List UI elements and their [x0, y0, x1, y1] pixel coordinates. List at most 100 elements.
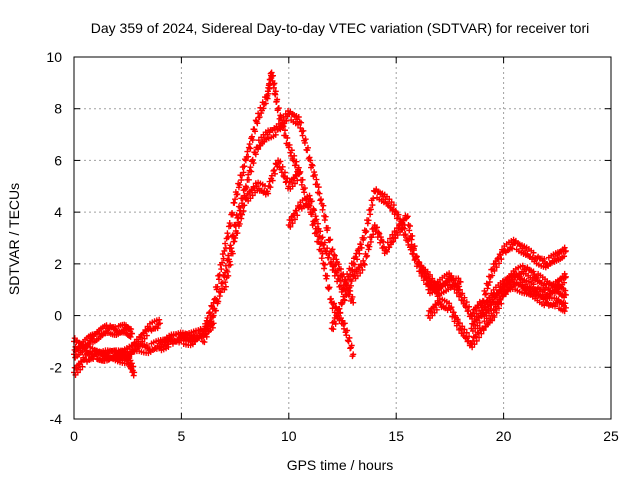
chart-title: Day 359 of 2024, Sidereal Day-to-day VTE… [91, 20, 590, 36]
data-point [291, 152, 298, 159]
data-point [469, 344, 476, 351]
data-point [247, 145, 254, 152]
y-tick-label: 4 [54, 204, 62, 220]
data-point [497, 296, 504, 303]
data-point [232, 196, 239, 203]
data-point [272, 88, 279, 95]
y-tick-label: 10 [46, 49, 62, 65]
data-point [480, 327, 487, 334]
data-point [288, 217, 295, 224]
data-point [436, 291, 443, 298]
data-point [430, 304, 437, 311]
data-point [463, 299, 470, 306]
data-point [364, 220, 371, 227]
data-point [325, 254, 332, 261]
series-track-11 [425, 236, 569, 322]
data-point [451, 318, 458, 325]
x-tick-label: 25 [603, 428, 619, 444]
y-axis-label: SDTVAR / TECUs [6, 183, 22, 295]
data-point [324, 272, 331, 279]
ticks: 0 5 10 15 20 25 -4 -2 0 2 4 6 8 10 [46, 49, 619, 444]
data-point [498, 300, 505, 307]
data-point [470, 321, 477, 328]
data-point [275, 105, 282, 112]
series-track-5 [156, 69, 303, 354]
data-point [302, 136, 309, 143]
data-point [245, 176, 252, 183]
data-point [197, 326, 204, 333]
data-point [268, 172, 275, 179]
data-point [354, 256, 361, 263]
data-point [472, 317, 479, 324]
data-point [492, 306, 499, 313]
data-point [323, 250, 330, 257]
data-point [462, 334, 469, 341]
data-point [456, 286, 463, 293]
data-point [495, 305, 502, 312]
data-point [337, 309, 344, 316]
data-point [249, 137, 256, 144]
data-point [215, 276, 222, 283]
series-track-8 [285, 186, 464, 297]
data-point [365, 246, 372, 253]
data-point [100, 357, 107, 364]
data-point [219, 251, 226, 258]
data-point [277, 158, 284, 165]
data-point [312, 213, 319, 220]
data-point [357, 270, 364, 277]
data-point [218, 266, 225, 273]
data-point [429, 275, 436, 282]
data-point [229, 250, 236, 257]
data-point [341, 320, 348, 327]
data-point [252, 151, 259, 158]
data-point [216, 293, 223, 300]
data-point [326, 237, 333, 244]
data-point [367, 238, 374, 245]
data-point [466, 333, 473, 340]
data-point [236, 181, 243, 188]
data-point [306, 192, 313, 199]
data-point [327, 295, 334, 302]
data-point [130, 363, 137, 370]
data-point [225, 272, 232, 279]
data-point [397, 228, 404, 235]
data-point [357, 241, 364, 248]
data-point [208, 322, 215, 329]
data-point [226, 258, 233, 265]
data-point [324, 224, 331, 231]
data-point [231, 199, 238, 206]
data-point [376, 230, 383, 237]
data-point [238, 176, 245, 183]
data-point [248, 133, 255, 140]
series-track-13 [479, 262, 569, 316]
data-point [309, 162, 316, 169]
data-point [454, 283, 461, 290]
data-point [319, 250, 326, 257]
data-point [413, 253, 420, 260]
data-point [240, 169, 247, 176]
data-point [231, 238, 238, 245]
data-point [294, 212, 301, 219]
data-point [208, 302, 215, 309]
data-point [413, 254, 420, 261]
data-point [284, 134, 291, 141]
data-point [380, 238, 387, 245]
data-point [79, 363, 86, 370]
data-point [335, 261, 342, 268]
y-tick-label: 8 [54, 101, 62, 117]
data-point [484, 285, 491, 292]
data-point [390, 238, 397, 245]
data-point [314, 220, 321, 227]
data-point [225, 252, 232, 259]
data-point [255, 146, 262, 153]
data-point [496, 251, 503, 258]
data-point [226, 220, 233, 227]
x-tick-label: 0 [70, 428, 78, 444]
data-point [299, 132, 306, 139]
x-tick-label: 20 [496, 428, 512, 444]
data-point [308, 161, 315, 168]
data-point [341, 297, 348, 304]
series-track-9 [328, 212, 443, 333]
data-point [219, 259, 226, 266]
